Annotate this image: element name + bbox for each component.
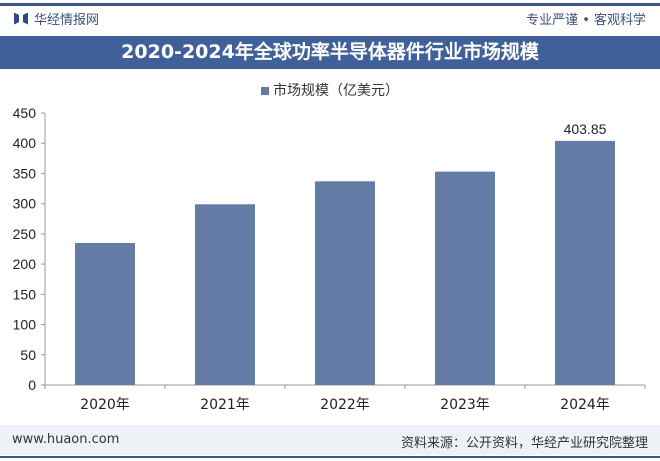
bar: [435, 171, 495, 385]
brand: 华经情报网: [14, 9, 99, 28]
bar: [315, 181, 375, 385]
y-tick-label: 250: [13, 226, 37, 242]
bar: [75, 242, 135, 385]
y-tick-label: 400: [13, 135, 37, 151]
y-tick-label: 50: [20, 347, 36, 363]
top-divider: [0, 3, 660, 6]
footer-source: 资料来源：公开资料，华经产业研究院整理: [400, 436, 648, 451]
y-tick-label: 200: [13, 256, 37, 272]
bottom-divider: [0, 456, 660, 458]
legend: 市场规模（亿美元）: [0, 80, 660, 100]
legend-swatch: [261, 87, 269, 95]
x-tick-label: 2024年: [560, 397, 610, 413]
x-tick-label: 2020年: [80, 397, 130, 413]
y-tick-label: 0: [28, 377, 36, 393]
x-tick-label: 2021年: [200, 397, 250, 413]
footer: www.huaon.com 资料来源：公开资料，华经产业研究院整理: [0, 425, 660, 455]
y-tick-label: 300: [13, 196, 37, 212]
y-tick-label: 100: [13, 317, 37, 333]
slogan: 专业严谨 • 客观科学: [526, 13, 646, 28]
bar: [555, 140, 615, 385]
legend-label: 市场规模（亿美元）: [273, 83, 399, 99]
data-label: 403.85: [564, 121, 607, 137]
y-tick-label: 350: [13, 165, 37, 181]
bar: [195, 204, 255, 385]
x-tick-label: 2022年: [320, 397, 370, 413]
footer-url: www.huaon.com: [12, 432, 120, 447]
y-tick-label: 150: [13, 286, 37, 302]
chart-title: 2020-2024年全球功率半导体器件行业市场规模: [0, 36, 660, 69]
x-tick-label: 2023年: [440, 397, 490, 413]
brand-name: 华经情报网: [34, 13, 100, 28]
y-tick-label: 450: [13, 105, 37, 121]
